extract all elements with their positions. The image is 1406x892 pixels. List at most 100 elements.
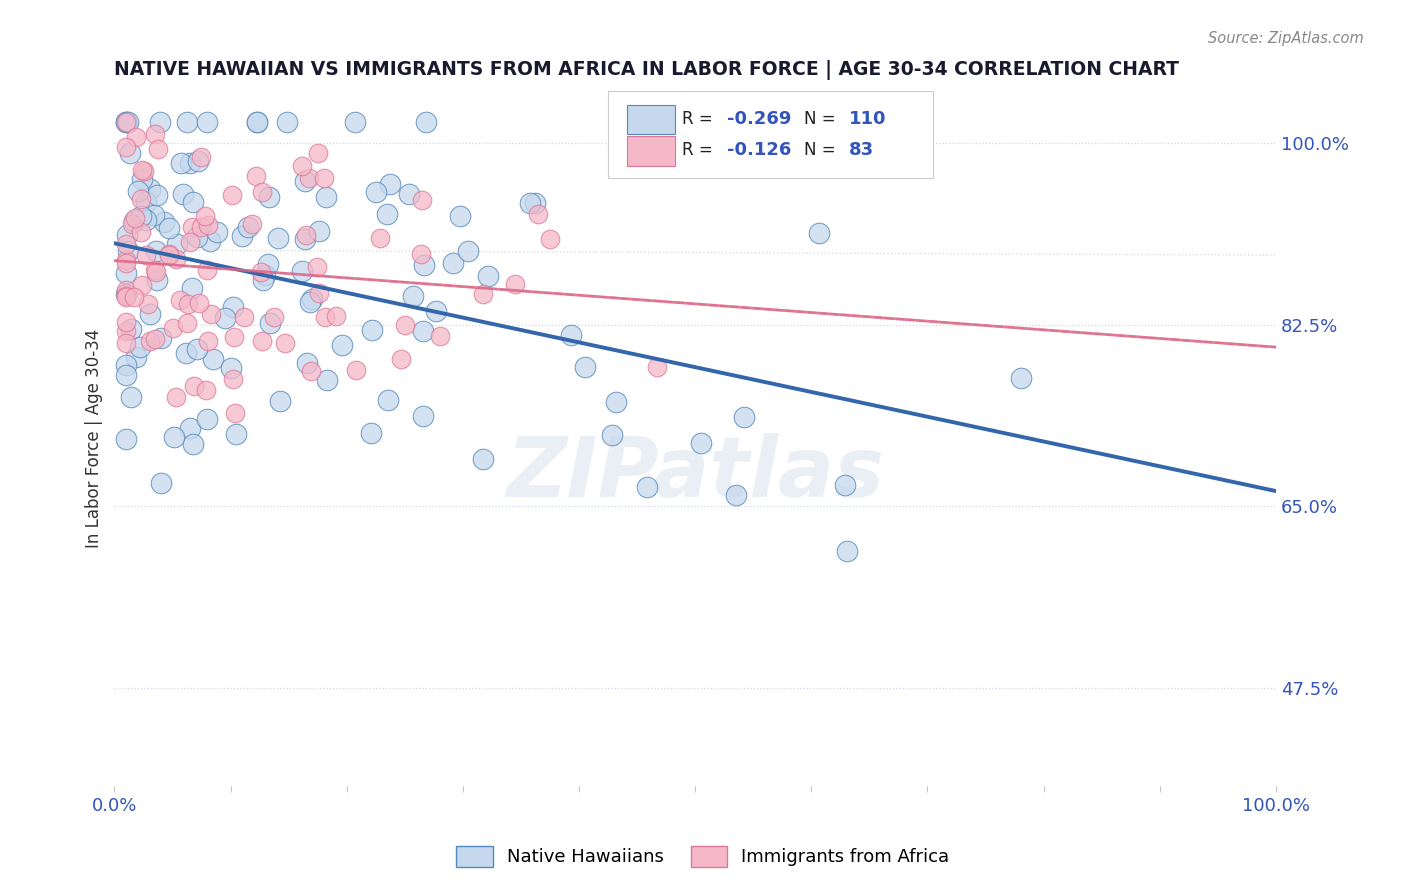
Point bbox=[301, 292, 323, 306]
Point bbox=[269, 394, 291, 409]
Point bbox=[145, 127, 167, 141]
Point bbox=[344, 115, 367, 129]
Point bbox=[298, 295, 321, 310]
Point bbox=[181, 281, 204, 295]
Point bbox=[163, 430, 186, 444]
Point bbox=[177, 296, 200, 310]
Point bbox=[224, 406, 246, 420]
Point bbox=[190, 219, 212, 234]
Point bbox=[523, 196, 546, 211]
Point bbox=[131, 277, 153, 292]
Point bbox=[169, 293, 191, 308]
Point bbox=[259, 316, 281, 330]
Point bbox=[187, 296, 209, 310]
Point bbox=[181, 437, 204, 451]
Point bbox=[159, 248, 181, 262]
Point bbox=[236, 220, 259, 235]
Point bbox=[169, 155, 191, 169]
Point bbox=[600, 427, 623, 442]
Point bbox=[298, 171, 321, 186]
Point bbox=[378, 177, 401, 191]
Point bbox=[198, 234, 221, 248]
Point bbox=[291, 159, 314, 173]
Text: Source: ZipAtlas.com: Source: ZipAtlas.com bbox=[1208, 31, 1364, 46]
Point bbox=[291, 264, 314, 278]
Point bbox=[181, 220, 204, 235]
Point bbox=[179, 420, 201, 434]
Point bbox=[377, 207, 399, 221]
Point bbox=[246, 115, 269, 129]
Point bbox=[115, 290, 138, 304]
Point bbox=[115, 252, 138, 267]
Point bbox=[201, 351, 224, 366]
Point bbox=[231, 229, 253, 244]
Point bbox=[394, 318, 416, 332]
Point bbox=[186, 343, 208, 357]
Point bbox=[131, 172, 153, 186]
Point bbox=[197, 334, 219, 349]
Point bbox=[315, 373, 337, 387]
Point bbox=[117, 115, 139, 129]
Point bbox=[219, 361, 242, 376]
Point bbox=[249, 265, 271, 279]
Point bbox=[115, 266, 138, 280]
Point bbox=[176, 115, 198, 129]
Point bbox=[190, 149, 212, 163]
Point bbox=[153, 215, 176, 229]
Text: 83: 83 bbox=[848, 141, 873, 160]
Point bbox=[172, 187, 194, 202]
Point bbox=[808, 226, 831, 240]
Point bbox=[129, 341, 152, 355]
Point bbox=[263, 310, 285, 325]
Point bbox=[295, 227, 318, 242]
Point bbox=[136, 296, 159, 310]
Point bbox=[207, 225, 229, 239]
Text: ZIPatlas: ZIPatlas bbox=[506, 433, 884, 514]
Point bbox=[115, 286, 138, 301]
Point bbox=[222, 372, 245, 386]
Point bbox=[415, 115, 437, 129]
Text: N =: N = bbox=[804, 141, 841, 160]
Point bbox=[124, 211, 146, 225]
Point bbox=[325, 310, 347, 324]
Point bbox=[131, 162, 153, 177]
Point bbox=[122, 213, 145, 227]
Point bbox=[645, 359, 668, 374]
Point bbox=[165, 252, 187, 267]
Point bbox=[377, 392, 399, 407]
Point bbox=[725, 488, 748, 502]
Point bbox=[411, 247, 433, 261]
Point bbox=[143, 262, 166, 277]
Point bbox=[299, 364, 322, 378]
Point bbox=[295, 356, 318, 370]
Point bbox=[125, 129, 148, 144]
Point bbox=[411, 193, 433, 207]
Point bbox=[129, 209, 152, 223]
Point bbox=[121, 217, 143, 231]
Point bbox=[146, 273, 169, 287]
Point bbox=[538, 232, 561, 246]
Point bbox=[574, 360, 596, 375]
Point bbox=[115, 115, 138, 129]
Point bbox=[115, 315, 138, 329]
Point bbox=[398, 187, 420, 202]
Point bbox=[142, 208, 165, 222]
Text: 110: 110 bbox=[848, 110, 886, 128]
Point bbox=[257, 257, 280, 271]
Point bbox=[139, 307, 162, 321]
Point bbox=[360, 425, 382, 440]
Point bbox=[214, 310, 236, 325]
Point bbox=[364, 185, 387, 199]
Point bbox=[132, 163, 155, 178]
Point bbox=[307, 260, 329, 274]
Point bbox=[330, 338, 353, 352]
Point bbox=[115, 115, 138, 129]
Point bbox=[179, 235, 201, 250]
Point bbox=[233, 310, 256, 325]
Point bbox=[120, 390, 142, 404]
Point bbox=[457, 244, 479, 258]
Point bbox=[519, 196, 541, 211]
Point bbox=[115, 255, 138, 269]
Point bbox=[149, 115, 172, 129]
Point bbox=[146, 142, 169, 156]
